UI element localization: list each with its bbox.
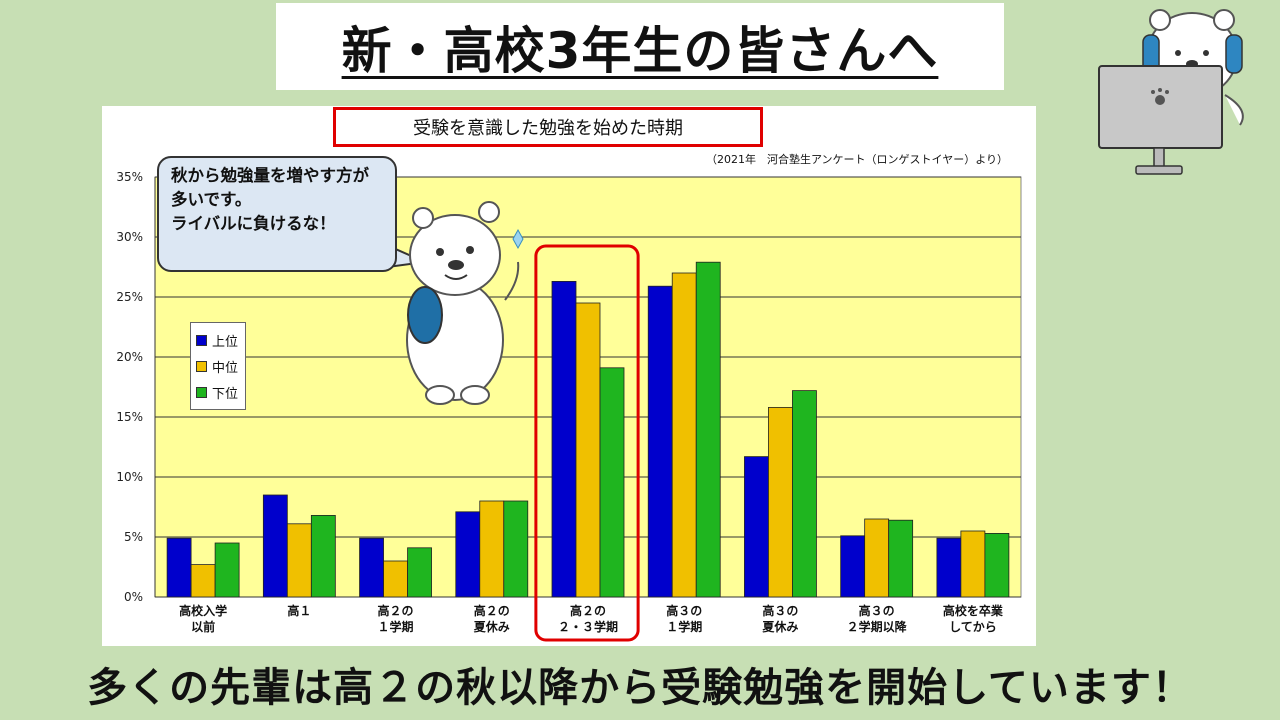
- bar-top: [744, 456, 769, 598]
- x-tick-label: １学期: [378, 619, 414, 634]
- bar-top: [455, 511, 481, 598]
- chart-legend: 上位 中位 下位: [190, 322, 246, 410]
- x-tick-label: 高２の: [570, 603, 606, 618]
- x-tick-label: 夏休み: [762, 619, 798, 634]
- chart-title: 受験を意識した勉強を始めた時期: [333, 107, 763, 147]
- bar-top: [262, 494, 288, 598]
- y-tick-label: 0%: [124, 590, 143, 604]
- speech-bubble: 秋から勉強量を増やす方が多いです。 ライバルに負けるな！: [157, 156, 397, 272]
- x-tick-label: 高３の: [762, 603, 798, 618]
- bar-bottom: [888, 519, 914, 598]
- y-tick-label: 25%: [116, 290, 143, 304]
- legend-swatch-middle: [196, 360, 207, 372]
- y-tick-label: 5%: [124, 530, 143, 544]
- bar-bottom: [984, 533, 1010, 598]
- x-tick-label: してから: [949, 620, 997, 634]
- x-tick-label: 高２の: [474, 603, 510, 618]
- page-title: 新・高校3年生の皆さんへ: [341, 21, 939, 80]
- chart-title-text: 受験を意識した勉強を始めた時期: [413, 118, 683, 139]
- legend-label-middle: 中位: [212, 360, 239, 376]
- x-tick-label: 高２の: [378, 603, 414, 618]
- x-tick-label: 高校を卒業: [943, 603, 1004, 618]
- legend-item-middle: 中位: [196, 353, 240, 379]
- x-tick-label: ２学期以降: [847, 619, 908, 634]
- y-tick-label: 15%: [116, 410, 143, 424]
- highlight-frame: [534, 244, 640, 642]
- bar-bottom: [407, 547, 432, 598]
- bar-middle: [575, 302, 601, 598]
- x-tick-label: 高３の: [859, 603, 895, 618]
- bar-bottom: [599, 367, 625, 598]
- x-tick-label: 高校入学: [179, 603, 227, 618]
- legend-label-top: 上位: [212, 334, 239, 350]
- title-banner: 新・高校3年生の皆さんへ: [276, 3, 1004, 90]
- x-tick-label: 以前: [191, 619, 215, 634]
- y-tick-label: 20%: [116, 350, 143, 364]
- bar-bottom: [695, 261, 721, 598]
- bear-computer-icon: [1098, 9, 1244, 175]
- y-tick-label: 10%: [116, 470, 143, 484]
- bar-top: [166, 537, 192, 598]
- bottom-message: 多くの先輩は高２の秋以降から受験勉強を開始しています！: [87, 665, 1193, 711]
- x-tick-label: 高３の: [666, 603, 702, 618]
- bar-middle: [960, 530, 986, 598]
- bar-bottom: [214, 542, 240, 598]
- bear-mascot-icon: [406, 201, 524, 405]
- x-tick-label: ２・３学期: [558, 619, 618, 634]
- bar-middle: [190, 564, 216, 598]
- y-tick-label: 35%: [116, 170, 143, 184]
- bar-top: [936, 537, 962, 598]
- legend-item-bottom: 下位: [196, 379, 240, 405]
- source-note: （2021年 河合塾生アンケート（ロンゲストイヤー）より）: [706, 153, 1009, 166]
- x-tick-label: １学期: [666, 619, 702, 634]
- bar-bottom: [503, 500, 529, 598]
- y-tick-label: 30%: [116, 230, 143, 244]
- bar-middle: [286, 523, 312, 598]
- bar-middle: [479, 500, 505, 598]
- bar-middle: [864, 518, 890, 598]
- legend-swatch-bottom: [196, 386, 207, 398]
- legend-swatch-top: [196, 334, 207, 346]
- legend-label-bottom: 下位: [212, 386, 239, 402]
- bar-bottom: [310, 515, 336, 598]
- x-tick-label: 高１: [287, 603, 311, 618]
- bar-middle: [768, 406, 793, 598]
- bar-bottom: [792, 390, 817, 598]
- x-tick-label: 夏休み: [474, 619, 510, 634]
- bar-top: [840, 535, 866, 598]
- legend-item-top: 上位: [196, 327, 240, 353]
